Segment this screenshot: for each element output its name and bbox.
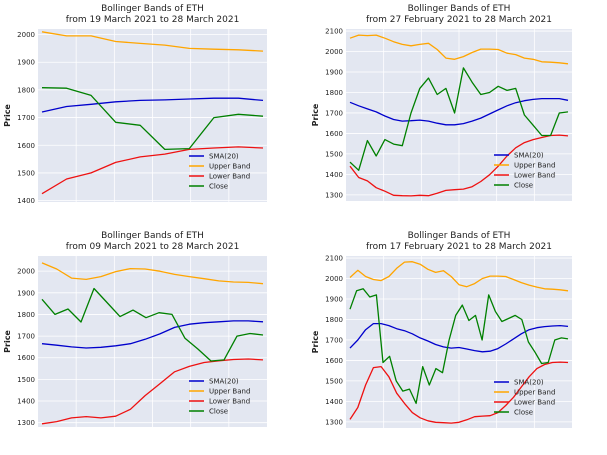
y-tick-label: 1400 bbox=[17, 197, 35, 205]
y-tick-label: 1500 bbox=[325, 377, 343, 385]
y-tick-label: 1600 bbox=[17, 354, 35, 362]
y-tick-label: 1800 bbox=[325, 316, 343, 324]
legend-entry: Lower Band bbox=[209, 173, 250, 181]
series-line-close bbox=[349, 288, 569, 405]
legend-entry: Close bbox=[514, 409, 533, 417]
series-line-sma-20- bbox=[41, 97, 264, 113]
y-tick-label: 1300 bbox=[325, 418, 343, 426]
y-tick-label: 2000 bbox=[17, 31, 35, 39]
y-tick-label: 1800 bbox=[325, 89, 343, 97]
y-axis-label: Price bbox=[311, 103, 320, 126]
y-axis-label: Price bbox=[311, 330, 320, 353]
legend-entry: Close bbox=[514, 182, 533, 190]
y-tick-label: 1500 bbox=[325, 150, 343, 158]
y-tick-label: 1900 bbox=[325, 296, 343, 304]
y-tick-label: 1500 bbox=[17, 376, 35, 384]
y-tick-label: 2000 bbox=[325, 48, 343, 56]
legend-entry: Upper Band bbox=[209, 388, 250, 396]
legend-entry: SMA(20) bbox=[209, 378, 239, 386]
series-line-lower-band bbox=[41, 146, 264, 195]
legend-entry: SMA(20) bbox=[209, 153, 239, 161]
legend-entry: Lower Band bbox=[514, 172, 555, 180]
y-tick-label: 1800 bbox=[17, 86, 35, 94]
series-line-upper-band bbox=[349, 261, 569, 292]
legend-entry: SMA(20) bbox=[514, 379, 544, 387]
y-tick-label: 1300 bbox=[17, 419, 35, 427]
legend-entry: Upper Band bbox=[209, 163, 250, 171]
chart-title: Bollinger Bands of ETH bbox=[101, 231, 204, 241]
legend-entry: Lower Band bbox=[514, 399, 555, 407]
chart-title: Bollinger Bands of ETH bbox=[408, 231, 511, 241]
legend-entry: Upper Band bbox=[514, 389, 555, 397]
y-tick-label: 1400 bbox=[17, 398, 35, 406]
series-line-lower-band bbox=[41, 358, 264, 425]
chart-title: Bollinger Bands of ETH bbox=[101, 4, 204, 14]
y-axis-label: Price bbox=[3, 104, 12, 127]
y-tick-label: 2000 bbox=[325, 275, 343, 283]
legend-entry: SMA(20) bbox=[514, 152, 544, 160]
y-tick-label: 1600 bbox=[325, 357, 343, 365]
y-tick-label: 1900 bbox=[17, 59, 35, 67]
legend-entry: Close bbox=[209, 408, 228, 416]
legend-entry: Close bbox=[209, 183, 228, 191]
series-line-upper-band bbox=[41, 31, 264, 52]
y-tick-label: 2100 bbox=[325, 255, 343, 263]
y-tick-label: 1700 bbox=[325, 336, 343, 344]
series-line-close bbox=[349, 67, 569, 171]
chart-title: Bollinger Bands of ETH bbox=[408, 4, 511, 14]
y-tick-label: 1700 bbox=[17, 114, 35, 122]
y-tick-label: 1400 bbox=[325, 171, 343, 179]
y-tick-label: 1800 bbox=[17, 311, 35, 319]
chart-subtitle: from 09 March 2021 to 28 March 2021 bbox=[66, 242, 240, 252]
y-tick-label: 2100 bbox=[325, 28, 343, 36]
y-tick-label: 1900 bbox=[17, 289, 35, 297]
legend-entry: Upper Band bbox=[514, 162, 555, 170]
series-line-close bbox=[41, 87, 264, 151]
series-line-sma-20- bbox=[349, 97, 569, 126]
y-axis-label: Price bbox=[3, 330, 12, 353]
y-tick-label: 1600 bbox=[325, 130, 343, 138]
series-line-upper-band bbox=[349, 34, 569, 65]
series-line-lower-band bbox=[349, 134, 569, 197]
series-line-upper-band bbox=[41, 262, 264, 285]
y-tick-label: 1700 bbox=[17, 333, 35, 341]
series-line-sma-20- bbox=[41, 320, 264, 349]
y-tick-label: 2000 bbox=[17, 268, 35, 276]
legend-entry: Lower Band bbox=[209, 398, 250, 406]
y-tick-label: 1700 bbox=[325, 109, 343, 117]
series-line-lower-band bbox=[349, 361, 569, 424]
y-tick-label: 1900 bbox=[325, 69, 343, 77]
y-tick-label: 1500 bbox=[17, 169, 35, 177]
chart-subtitle: from 27 February 2021 to 28 March 2021 bbox=[366, 15, 552, 25]
y-tick-label: 1300 bbox=[325, 191, 343, 199]
y-tick-label: 1400 bbox=[325, 398, 343, 406]
y-tick-label: 1600 bbox=[17, 142, 35, 150]
chart-subtitle: from 17 February 2021 to 28 March 2021 bbox=[366, 242, 552, 252]
chart-subtitle: from 19 March 2021 to 28 March 2021 bbox=[66, 15, 240, 25]
series-line-sma-20- bbox=[349, 322, 569, 353]
series-line-close bbox=[41, 287, 264, 362]
